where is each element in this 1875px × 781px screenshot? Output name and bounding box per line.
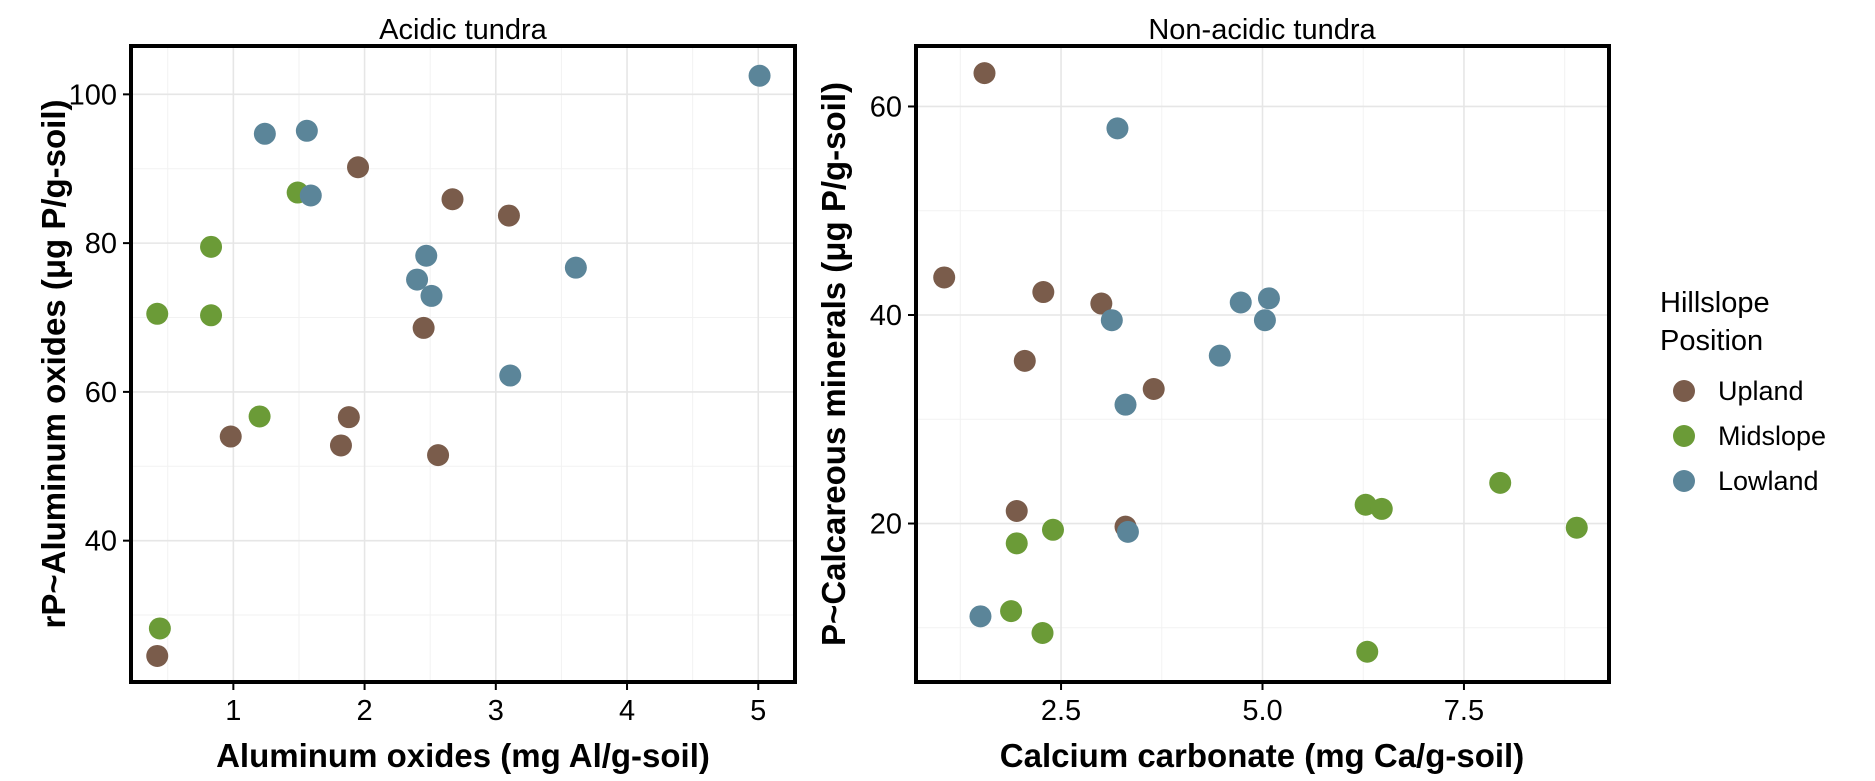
point-upland-acidic (347, 156, 370, 179)
grid-acidic (131, 46, 795, 682)
legend-label-lowland: Lowland (1718, 466, 1819, 496)
point-midslope-acidic (148, 617, 171, 640)
panel-title-acidic: Acidic tundra (379, 14, 548, 46)
legend-label-upland: Upland (1718, 376, 1804, 406)
legend-title-line2: Position (1660, 325, 1763, 357)
y-axis-ticks-acidic: 40 60 80 100 (69, 79, 131, 558)
plot-frame-non-acidic (914, 44, 1611, 684)
legend: Hillslope Position Upland Midslope Lowland (1660, 287, 1826, 496)
legend-label-midslope: Midslope (1718, 421, 1826, 451)
point-lowland-non-acidic (1253, 309, 1276, 332)
point-lowland-acidic (415, 244, 438, 267)
point-midslope-non-acidic (1041, 518, 1064, 541)
point-midslope-acidic (146, 302, 169, 325)
point-upland-acidic (427, 444, 450, 467)
point-midslope-non-acidic (1489, 471, 1512, 494)
x-axis-title-non-acidic: Calcium carbonate (mg Ca/g-soil) (1000, 737, 1524, 774)
point-upland-non-acidic (1142, 378, 1165, 401)
point-midslope-non-acidic (1000, 600, 1023, 623)
y-tick-label: 80 (85, 228, 117, 260)
point-upland-acidic (329, 434, 352, 457)
point-upland-acidic (146, 644, 169, 667)
point-lowland-acidic (253, 122, 276, 145)
legend-key-lowland (1673, 470, 1695, 492)
point-lowland-non-acidic (1257, 287, 1280, 310)
point-lowland-non-acidic (1229, 291, 1252, 314)
points-acidic (146, 64, 771, 667)
x-tick-label: 3 (488, 695, 504, 727)
legend-items: Upland Midslope Lowland (1673, 376, 1826, 496)
point-upland-non-acidic (1013, 349, 1036, 372)
y-axis-title-acidic: rP~Aluminum oxides (μg P/g-soil) (35, 100, 72, 629)
point-lowland-acidic (499, 364, 522, 387)
point-lowland-non-acidic (1116, 520, 1139, 543)
point-midslope-non-acidic (1356, 640, 1379, 663)
y-tick-label: 40 (85, 526, 117, 558)
point-lowland-non-acidic (969, 605, 992, 628)
point-upland-acidic (337, 406, 360, 429)
point-midslope-non-acidic (1370, 497, 1393, 520)
point-lowland-acidic (564, 256, 587, 279)
points-non-acidic (933, 62, 1588, 663)
point-lowland-acidic (299, 184, 322, 207)
grid-non-acidic (916, 46, 1609, 682)
y-tick-label: 40 (870, 300, 902, 332)
y-axis-title-non-acidic: P~Calcareous minerals (μg P/g-soil) (815, 82, 852, 646)
point-lowland-acidic (295, 119, 318, 142)
point-upland-acidic (219, 425, 242, 448)
x-tick-label: 5 (750, 695, 766, 727)
point-upland-non-acidic (1005, 500, 1028, 523)
y-tick-label: 20 (870, 509, 902, 541)
point-midslope-non-acidic (1565, 516, 1588, 539)
x-tick-label: 2 (357, 695, 373, 727)
x-tick-label: 2.5 (1041, 695, 1081, 727)
point-midslope-non-acidic (1005, 532, 1028, 555)
point-upland-non-acidic (1090, 292, 1113, 315)
panel-title-non-acidic: Non-acidic tundra (1148, 14, 1376, 46)
x-axis-title-acidic: Aluminum oxides (mg Al/g-soil) (216, 737, 710, 774)
point-lowland-non-acidic (1208, 344, 1231, 367)
point-upland-acidic (497, 204, 520, 227)
point-midslope-acidic (200, 304, 223, 327)
y-axis-ticks-non-acidic: 20 40 60 (870, 91, 916, 541)
x-axis-ticks-acidic: 1 2 3 4 5 (225, 682, 766, 727)
point-upland-acidic (441, 188, 464, 211)
x-tick-label: 5.0 (1242, 695, 1282, 727)
point-lowland-non-acidic (1114, 393, 1137, 416)
point-midslope-non-acidic (1031, 621, 1054, 644)
point-upland-non-acidic (1032, 281, 1055, 304)
point-upland-acidic (412, 316, 435, 339)
x-axis-ticks-non-acidic: 2.5 5.0 7.5 (1041, 682, 1484, 727)
panel-acidic-tundra: Acidic tundra 1 2 3 4 5 40 60 80 100 Aluminum o… (35, 14, 797, 774)
point-lowland-non-acidic (1100, 309, 1123, 332)
legend-key-midslope (1673, 425, 1695, 447)
point-upland-non-acidic (973, 62, 996, 85)
point-lowland-acidic (420, 284, 443, 307)
point-midslope-acidic (248, 405, 271, 428)
legend-key-upland (1673, 380, 1695, 402)
x-tick-label: 7.5 (1444, 695, 1484, 727)
point-lowland-acidic (748, 64, 771, 87)
x-tick-label: 4 (619, 695, 635, 727)
point-midslope-acidic (200, 235, 223, 258)
y-tick-label: 60 (85, 377, 117, 409)
y-tick-label: 60 (870, 91, 902, 123)
plot-frame-acidic (129, 44, 797, 684)
point-lowland-acidic (406, 268, 429, 291)
x-tick-label: 1 (225, 695, 241, 727)
legend-title-line1: Hillslope (1660, 287, 1770, 319)
point-lowland-non-acidic (1106, 117, 1129, 140)
panel-non-acidic-tundra: Non-acidic tundra 2.5 5.0 7.5 20 40 60 Calci… (815, 14, 1611, 774)
y-tick-label: 100 (69, 79, 117, 111)
point-upland-non-acidic (933, 266, 956, 289)
